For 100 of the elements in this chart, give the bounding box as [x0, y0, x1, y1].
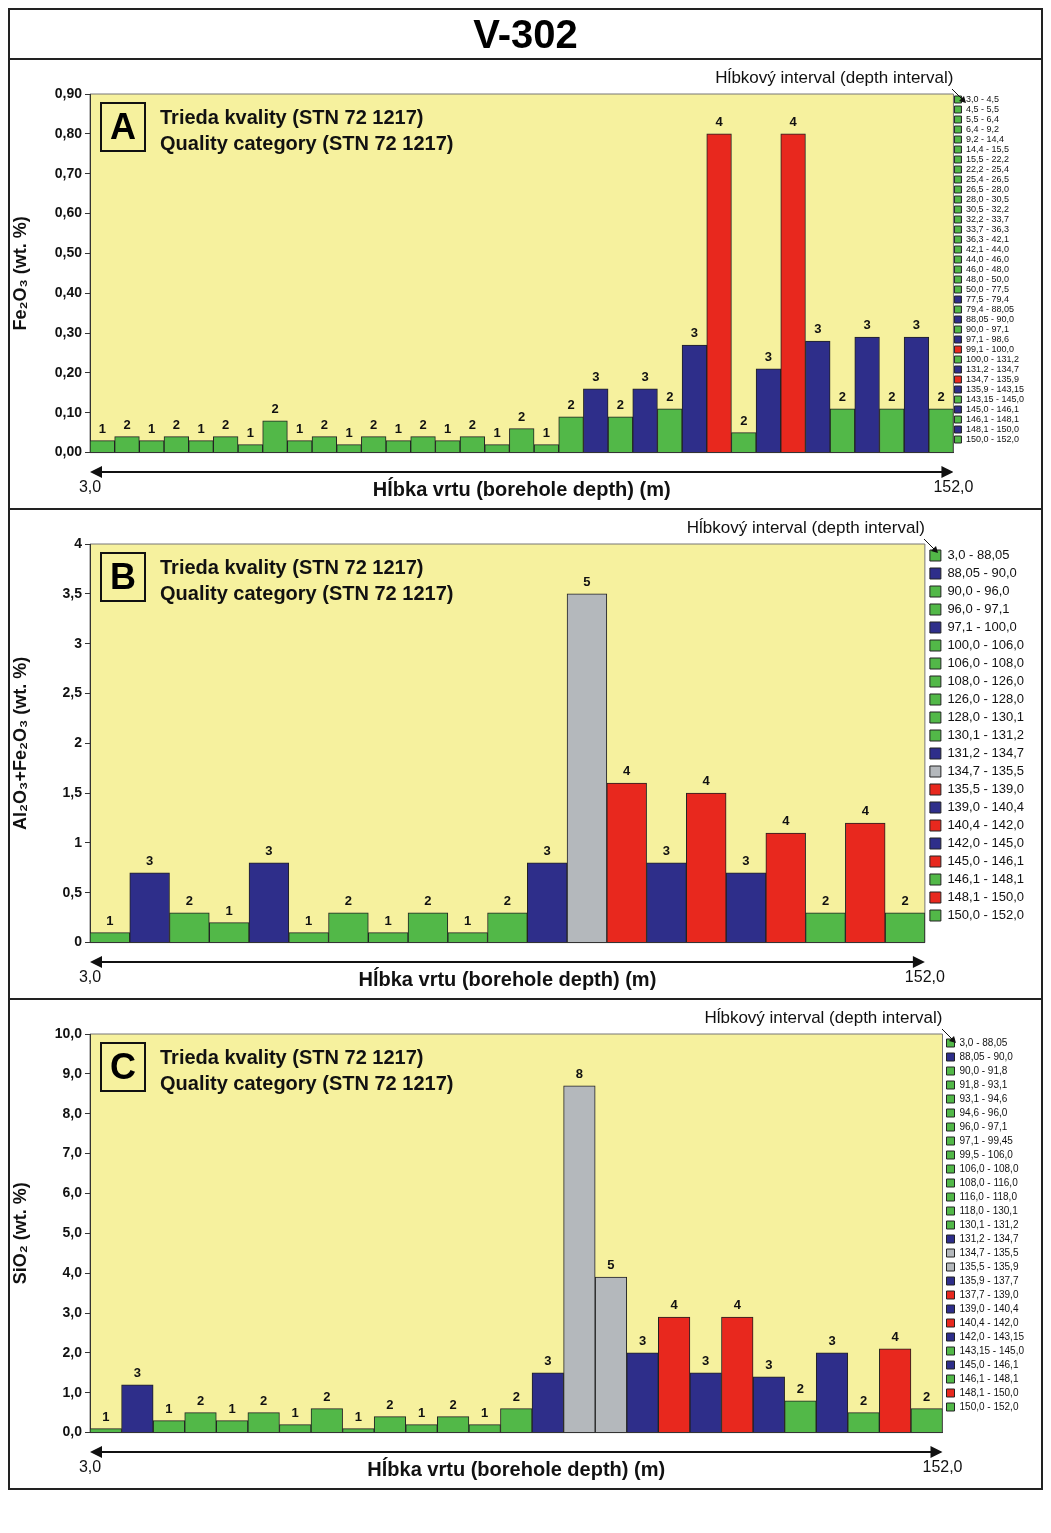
legend-label: 146,1 - 148,1 — [947, 871, 1025, 887]
annotation: Quality category (STN 72 1217) — [160, 1071, 454, 1096]
annotation: 2 — [503, 892, 512, 908]
annotation: 2 — [888, 388, 896, 404]
annotation: 2 — [271, 400, 279, 416]
annotation: 2 — [172, 416, 180, 432]
legend-label: 130,1 - 131,2 — [947, 727, 1025, 743]
annotation: 8 — [575, 1065, 584, 1081]
legend-label: 116,0 - 118,0 — [959, 1190, 1018, 1202]
y-tick-label: 0,10 — [54, 403, 83, 420]
legend-label: 139,0 - 140,4 — [947, 799, 1025, 815]
legend-label: 128,0 - 130,1 — [947, 709, 1025, 725]
y-tick-label: 7,0 — [62, 1144, 83, 1161]
annotation: 1 — [296, 420, 304, 436]
annotation: 1 — [493, 424, 501, 440]
y-tick-label: 0,90 — [54, 84, 83, 101]
y-tick-label: 3,0 — [62, 1303, 83, 1320]
legend-label: 5,5 - 6,4 — [965, 113, 999, 124]
annotation: 1 — [102, 1408, 110, 1424]
annotation: 2 — [518, 408, 526, 424]
legend-label: 145,0 - 146,1 — [947, 853, 1025, 869]
y-tick-label: 0,00 — [54, 443, 83, 460]
y-axis-title: Fe₂O₃ (wt. %) — [9, 216, 30, 331]
annotation: 2 — [196, 1392, 205, 1408]
legend-title: Hĺbkový interval (depth interval) — [715, 68, 954, 88]
annotation: 5 — [607, 1257, 615, 1273]
legend-label: 131,2 - 134,7 — [947, 745, 1025, 761]
legend-label: 96,0 - 97,1 — [959, 1120, 1008, 1132]
annotation: 1 — [98, 420, 106, 436]
annotation: 2 — [468, 416, 476, 432]
annotation: 3 — [828, 1332, 836, 1348]
annotation: 2 — [424, 892, 432, 908]
annotation: 1 — [246, 424, 254, 440]
legend-label: 91,8 - 93,1 — [959, 1078, 1008, 1090]
legend-label: 90,0 - 91,8 — [959, 1064, 1008, 1076]
y-axis-title: SiO₂ (wt. %) — [9, 1182, 30, 1285]
annotation: 3 — [814, 321, 822, 337]
legend-label: 106,0 - 108,0 — [947, 655, 1025, 671]
annotation: 2 — [323, 1388, 331, 1404]
x-axis-title: Hĺbka vrtu (borehole depth) (m) — [357, 968, 658, 991]
legend-label: 148,1 - 150,0 — [959, 1386, 1019, 1398]
chart-title: V-302 — [10, 10, 1041, 60]
y-tick-label: 2 — [74, 734, 83, 751]
annotation: Trieda kvality (STN 72 1217) — [160, 1045, 425, 1070]
annotation: 3 — [765, 1356, 773, 1372]
y-tick-label: 2,5 — [62, 684, 83, 701]
y-tick-label: 0,70 — [54, 164, 83, 181]
legend-label: 50,0 - 77,5 — [965, 283, 1009, 294]
annotation: 1 — [384, 912, 392, 928]
legend-label: 150,0 - 152,0 — [959, 1400, 1019, 1412]
y-tick-label: 1,0 — [62, 1383, 83, 1400]
annotation: 2 — [666, 388, 674, 404]
legend-label: 94,6 - 96,0 — [959, 1106, 1008, 1118]
y-tick-label: 4 — [74, 534, 83, 551]
annotation: 2 — [512, 1388, 520, 1404]
annotation: 3 — [592, 368, 600, 384]
annotation: 4 — [891, 1328, 900, 1344]
annotation: 1 — [225, 902, 233, 918]
legend-label: 142,0 - 145,0 — [947, 835, 1025, 851]
legend-label: 118,0 - 130,1 — [959, 1204, 1019, 1216]
legend-label: 140,4 - 142,0 — [959, 1316, 1019, 1328]
annotation: 2 — [320, 416, 328, 432]
legend-label: 96,0 - 97,1 — [947, 601, 1010, 617]
annotation: 3 — [912, 317, 921, 333]
legend-label: 146,1 - 148,1 — [965, 413, 1019, 424]
legend-label: 130,1 - 131,2 — [959, 1218, 1019, 1230]
annotation: 1 — [165, 1400, 173, 1416]
legend-label: 42,1 - 44,0 — [965, 243, 1009, 254]
y-tick-label: 0,20 — [54, 363, 83, 380]
legend-label: 48,0 - 50,0 — [965, 273, 1009, 284]
y-tick-label: 0,0 — [62, 1423, 83, 1440]
annotation: 2 — [419, 416, 427, 432]
annotation: 1 — [481, 1404, 489, 1420]
legend-label: 140,4 - 142,0 — [947, 817, 1025, 833]
annotation: 2 — [386, 1396, 394, 1412]
annotation: 2 — [821, 892, 830, 908]
annotation: 1 — [542, 424, 551, 440]
y-tick-label: 0,5 — [62, 883, 83, 900]
legend-label: 108,0 - 126,0 — [947, 673, 1025, 689]
annotation: 1 — [345, 424, 353, 440]
annotation: 4 — [782, 813, 791, 829]
annotation: Quality category (STN 72 1217) — [160, 581, 454, 606]
y-tick-label: 5,0 — [62, 1224, 83, 1241]
annotation: 3 — [146, 852, 154, 868]
annotation: 2 — [222, 416, 230, 432]
legend-label: 145,0 - 146,1 — [959, 1358, 1019, 1370]
annotation: 1 — [228, 1400, 236, 1416]
legend-label: 100,0 - 106,0 — [947, 637, 1025, 653]
annotation: 2 — [370, 416, 378, 432]
text: 152,0 — [904, 968, 945, 986]
annotation: 2 — [260, 1392, 268, 1408]
legend-label: 146,1 - 148,1 — [959, 1372, 1019, 1384]
legend-label: 150,0 - 152,0 — [965, 433, 1019, 444]
legend-label: 44,0 - 46,0 — [965, 253, 1009, 264]
legend-label: 6,4 - 9,2 — [965, 123, 999, 134]
text: 152,0 — [922, 1458, 963, 1476]
legend-label: 32,2 - 33,7 — [965, 213, 1009, 224]
annotation: 3 — [133, 1364, 141, 1380]
legend-label: 90,0 - 96,0 — [947, 583, 1010, 599]
annotation: 3 — [690, 325, 699, 341]
